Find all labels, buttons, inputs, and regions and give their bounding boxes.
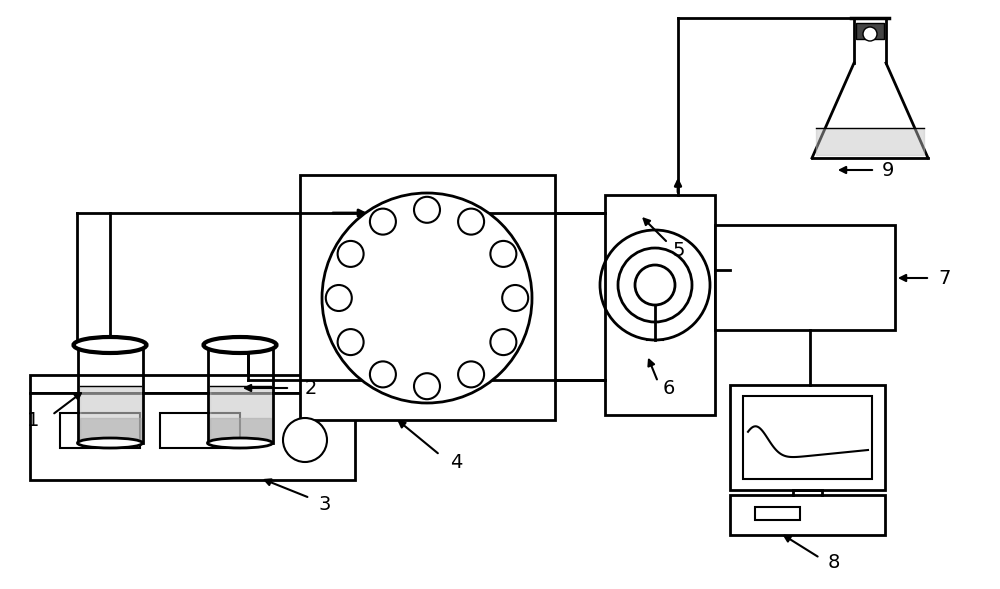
Text: 8: 8 [828,554,840,573]
Ellipse shape [208,438,273,448]
Circle shape [490,241,516,267]
Circle shape [414,373,440,399]
Bar [715,225,895,330]
Circle shape [322,193,532,403]
Circle shape [502,285,528,311]
Circle shape [283,418,327,462]
Bar [300,175,555,420]
Circle shape [458,362,484,388]
Text: 2: 2 [305,379,317,398]
Circle shape [863,27,877,41]
Bar [605,195,715,415]
Circle shape [414,197,440,223]
Ellipse shape [78,438,143,448]
Bar [856,23,884,39]
Bar [755,507,800,520]
Bar [160,413,240,448]
Text: 9: 9 [882,160,894,180]
Circle shape [338,329,364,355]
Circle shape [326,285,352,311]
Ellipse shape [204,337,277,353]
Text: 1: 1 [27,411,39,429]
Text: 3: 3 [318,495,330,515]
Bar [730,385,885,490]
Bar [60,413,140,448]
Bar [730,495,885,535]
Bar [30,393,355,480]
Text: 4: 4 [450,452,462,472]
Circle shape [370,209,396,234]
Circle shape [490,329,516,355]
Bar [30,375,355,393]
Text: 5: 5 [673,240,686,260]
Ellipse shape [74,337,147,353]
Bar [743,396,872,479]
Circle shape [370,362,396,388]
Text: 7: 7 [938,269,950,287]
Circle shape [338,241,364,267]
Text: 6: 6 [663,379,675,398]
Circle shape [458,209,484,234]
